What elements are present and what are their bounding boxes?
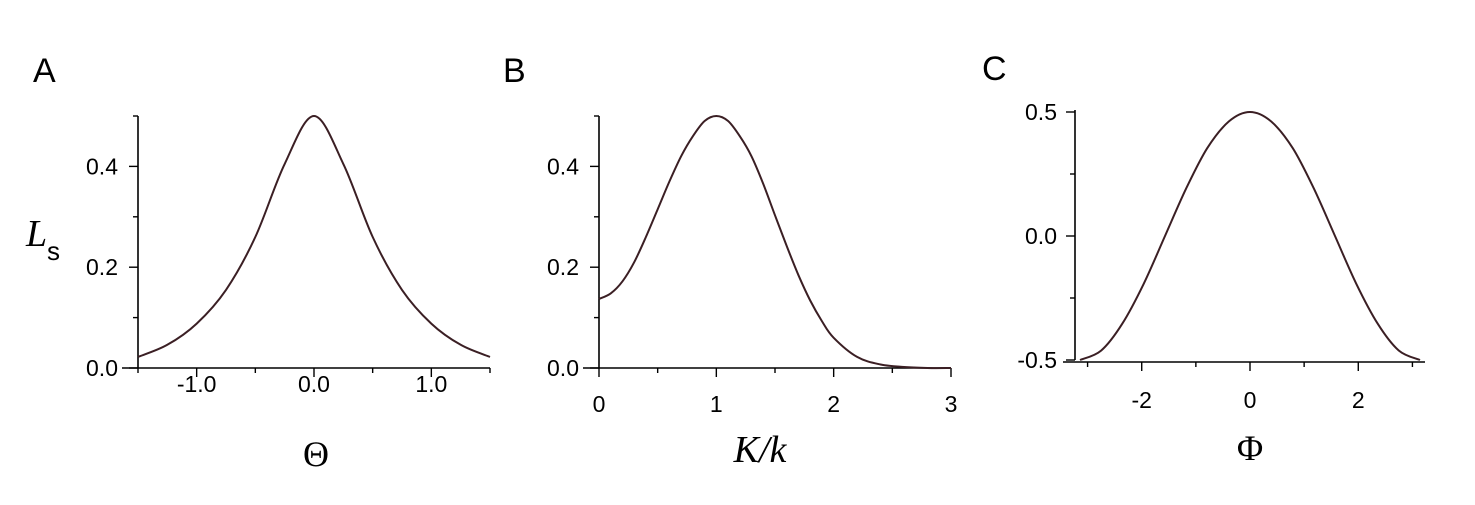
panel-b-ytick-label: 0.2: [547, 254, 579, 280]
panel-b-curve: [598, 114, 952, 370]
panel-a-letter: A: [33, 52, 56, 90]
panel-c-xlabel: Φ: [1237, 428, 1263, 468]
panel-b-letter: B: [503, 52, 526, 90]
panel-c-ytick-label: -0.5: [1017, 347, 1057, 373]
panel-a-ticks: -1.0 0.0 1.0 0.0 0.2 0.4: [86, 115, 491, 397]
panel-a-curve: [137, 114, 491, 358]
panel-c-ticks: -2 0 2 -0.5 0.0 0.5: [1017, 99, 1414, 413]
panel-c: C -2 0 2 -0.5 0.0 0.5 Φ: [982, 50, 1425, 468]
panel-c-letter: C: [982, 50, 1007, 88]
panel-c-ytick-label: 0.5: [1025, 99, 1057, 125]
panel-c-curve: [1079, 110, 1421, 361]
panel-a: A L s -1.0 0.0 1.0 0.0 0.2 0.4 Θ: [25, 52, 491, 474]
panel-b-xtick-label: 1: [710, 391, 723, 417]
panel-b-ytick-label: 0.4: [547, 153, 579, 179]
panel-a-ytick-label: 0.2: [86, 254, 118, 280]
panel-a-ytick-label: 0.4: [86, 153, 118, 179]
panel-b: B 0 1 2 3 0.0 0.2 0.4 K/k: [503, 52, 957, 471]
panel-a-ytick-label: 0.0: [86, 355, 118, 381]
panel-c-xtick-label: 2: [1352, 387, 1365, 413]
panel-b-ticks: 0 1 2 3 0.0 0.2 0.4: [547, 115, 958, 417]
panel-a-xlabel: Θ: [303, 434, 329, 474]
panel-a-ylabel-subscript: s: [47, 236, 60, 266]
panel-a-xtick-label: -1.0: [177, 371, 217, 397]
panel-b-xtick-label: 2: [827, 391, 840, 417]
panel-c-ytick-label: 0.0: [1025, 223, 1057, 249]
panel-b-xtick-label: 3: [945, 391, 958, 417]
panel-b-ytick-label: 0.0: [547, 355, 579, 381]
panel-a-xtick-label: 1.0: [415, 371, 447, 397]
panel-a-ylabel: L: [25, 213, 47, 255]
panel-a-xtick-label: 0.0: [298, 371, 330, 397]
panel-b-xtick-label: 0: [593, 391, 606, 417]
panel-c-xtick-label: 0: [1244, 387, 1257, 413]
panel-b-xlabel: K/k: [733, 429, 788, 471]
panel-c-xtick-label: -2: [1131, 387, 1151, 413]
